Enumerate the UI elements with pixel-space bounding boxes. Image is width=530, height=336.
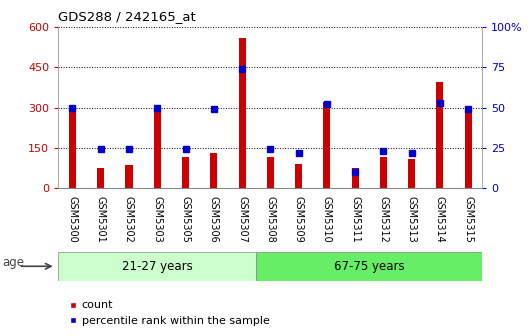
Bar [154,108,161,188]
Bar [182,157,189,188]
Bar [408,159,415,188]
Bar [58,252,256,281]
Bar [465,108,472,188]
Text: GDS288 / 242165_at: GDS288 / 242165_at [58,10,196,23]
Bar [267,157,274,188]
Bar [351,168,359,188]
Bar [256,252,482,281]
Text: 67-75 years: 67-75 years [334,260,404,273]
Bar [436,82,444,188]
Text: 21-27 years: 21-27 years [122,260,192,273]
Legend: count, percentile rank within the sample: count, percentile rank within the sample [64,296,274,330]
Bar [295,164,302,188]
Bar [380,157,387,188]
Text: age: age [3,256,25,269]
Bar [210,153,217,188]
Bar [323,102,330,188]
Bar [69,108,76,188]
Bar [126,165,132,188]
Bar [238,38,245,188]
Bar [97,168,104,188]
